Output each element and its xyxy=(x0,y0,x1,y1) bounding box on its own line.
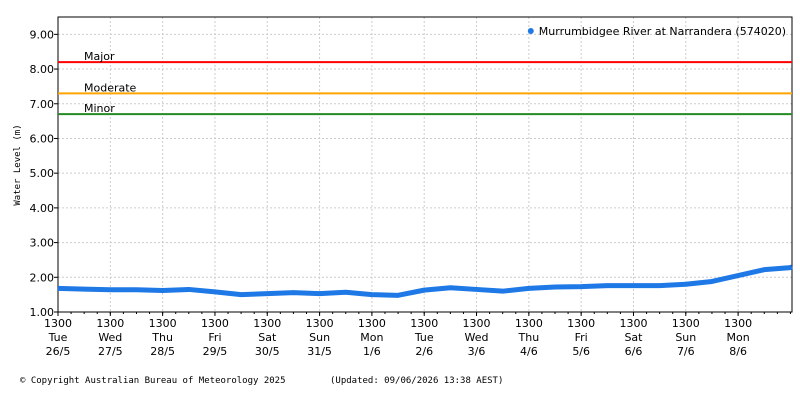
x-tick-label-line: Mon xyxy=(360,331,383,344)
x-tick-label-line: Sun xyxy=(309,331,330,344)
x-tick-label: 1300 Sat 6/6 xyxy=(619,317,647,358)
y-tick-label: 5.00 xyxy=(30,167,55,180)
x-tick-label-line: 1300 xyxy=(96,317,124,330)
x-tick-label-line: 1/6 xyxy=(363,345,381,358)
x-tick-label-line: 31/5 xyxy=(307,345,332,358)
x-tick-label-line: 1300 xyxy=(724,317,752,330)
x-tick-label: 1300 Tue 26/5 xyxy=(44,317,72,358)
x-tick-label-line: 5/6 xyxy=(572,345,590,358)
y-tick-label: 1.00 xyxy=(30,306,55,319)
y-axis-label: Water Level (m) xyxy=(13,124,23,205)
x-tick-label-line: Wed xyxy=(98,331,122,344)
x-tick-label-line: 2/6 xyxy=(415,345,433,358)
x-tick-label-line: Sat xyxy=(624,331,643,344)
updated: (Updated: 09/06/2026 13:38 AEST) xyxy=(330,376,503,386)
series-line xyxy=(57,264,794,298)
x-tick-label-line: Mon xyxy=(727,331,750,344)
x-tick-label-line: 6/6 xyxy=(625,345,643,358)
x-tick-label-line: 26/5 xyxy=(46,345,71,358)
legend-label: Murrumbidgee River at Narrandera (574020… xyxy=(539,25,786,38)
x-tick-label-line: 28/5 xyxy=(150,345,175,358)
x-tick-label-line: 1300 xyxy=(253,317,281,330)
x-tick-label-line: Sun xyxy=(675,331,696,344)
x-tick-label-line: 27/5 xyxy=(98,345,123,358)
plot-frame xyxy=(57,16,793,313)
x-tick-label-line: 1300 xyxy=(201,317,229,330)
x-tick-label-line: Fri xyxy=(575,331,588,344)
x-tick-label-line: 1300 xyxy=(44,317,72,330)
threshold-label: Major xyxy=(84,50,115,63)
x-tick-label-line: 8/6 xyxy=(729,345,747,358)
y-tick-label: 8.00 xyxy=(30,63,55,76)
threshold-label: Moderate xyxy=(84,81,137,94)
y-tick-label: 7.00 xyxy=(30,98,55,111)
x-tick-label-line: 1300 xyxy=(358,317,386,330)
x-tick-label-line: 30/5 xyxy=(255,345,280,358)
x-tick-label-line: Tue xyxy=(48,331,68,344)
legend-marker xyxy=(527,28,534,34)
x-tick-label: 1300 Tue 2/6 xyxy=(410,317,438,358)
x-tick-label: 1300 Fri 29/5 xyxy=(201,317,229,358)
x-tick-label-line: 1300 xyxy=(463,317,491,330)
x-tick-label-line: 1300 xyxy=(672,317,700,330)
y-tick-label: 2.00 xyxy=(30,271,55,284)
threshold-label: Minor xyxy=(84,102,115,115)
x-tick-label: 1300 Mon 1/6 xyxy=(358,317,386,358)
x-tick-label-line: Thu xyxy=(151,331,173,344)
x-tick-label: 1300 Wed 3/6 xyxy=(463,317,491,358)
y-tick-label: 9.00 xyxy=(30,28,55,41)
x-tick-label-line: Tue xyxy=(414,331,434,344)
x-tick-label-line: 7/6 xyxy=(677,345,695,358)
x-tick-label-line: 1300 xyxy=(410,317,438,330)
x-tick-label-line: Thu xyxy=(518,331,540,344)
x-tick-label-line: 29/5 xyxy=(203,345,228,358)
x-tick-label-line: 1300 xyxy=(515,317,543,330)
x-tick-label: 1300 Fri 5/6 xyxy=(567,317,595,358)
x-tick-label: 1300 Thu 28/5 xyxy=(149,317,177,358)
x-tick-label-line: 1300 xyxy=(306,317,334,330)
y-tick-label: 3.00 xyxy=(30,237,55,250)
x-tick-label-line: 4/6 xyxy=(520,345,538,358)
y-tick-label: 6.00 xyxy=(30,132,55,145)
x-tick-label: 1300 Thu 4/6 xyxy=(515,317,543,358)
x-tick-label-line: Sat xyxy=(258,331,277,344)
copyright: © Copyright Australian Bureau of Meteoro… xyxy=(20,376,286,386)
x-tick-label-line: Wed xyxy=(465,331,489,344)
y-tick-label: 4.00 xyxy=(30,202,55,215)
x-tick-label-line: Fri xyxy=(208,331,221,344)
x-tick-label-line: 3/6 xyxy=(468,345,486,358)
x-tick-label-line: 1300 xyxy=(619,317,647,330)
x-tick-label: 1300 Wed 27/5 xyxy=(96,317,124,358)
x-tick-label: 1300 Sun 7/6 xyxy=(672,317,700,358)
x-tick-label: 1300 Mon 8/6 xyxy=(724,317,752,358)
x-tick-label: 1300 Sun 31/5 xyxy=(306,317,334,358)
x-tick-label-line: 1300 xyxy=(567,317,595,330)
x-tick-label: 1300 Sat 30/5 xyxy=(253,317,281,358)
x-tick-label-line: 1300 xyxy=(149,317,177,330)
